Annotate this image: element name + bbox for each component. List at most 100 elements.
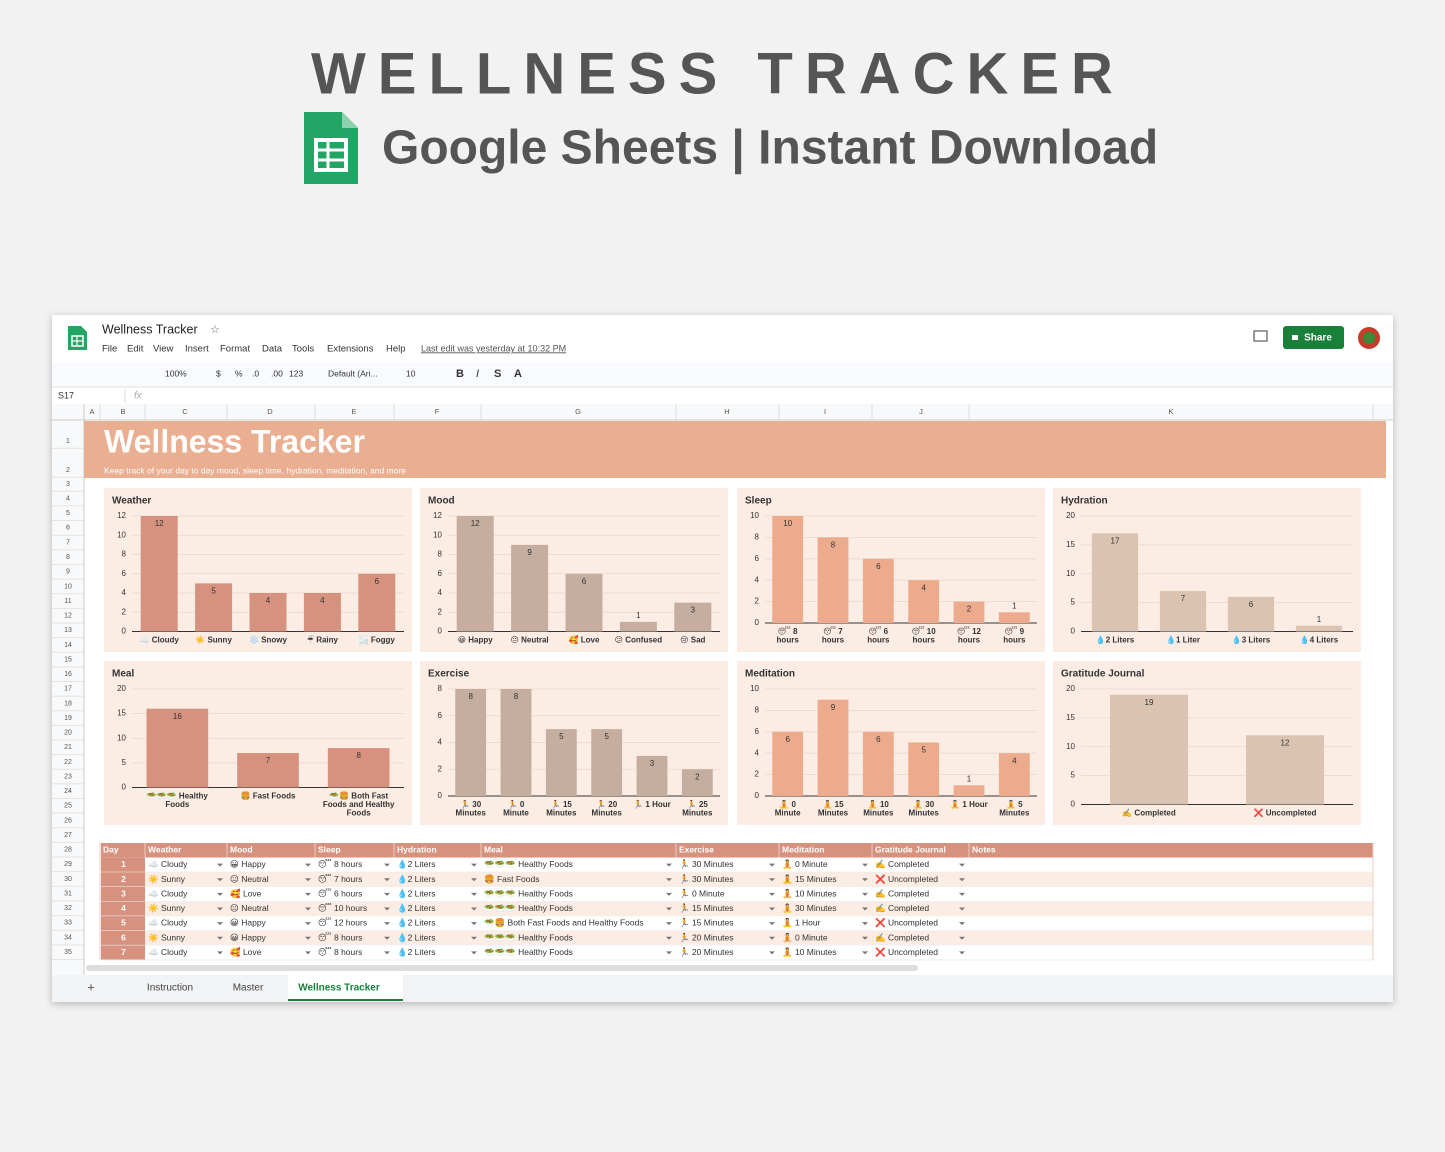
dropdown-arrow[interactable]: [305, 907, 311, 911]
star-icon[interactable]: ☆: [210, 324, 220, 336]
dropdown-arrow[interactable]: [769, 907, 775, 911]
dropdown-arrow[interactable]: [862, 892, 868, 896]
bar: [327, 748, 390, 788]
share-label[interactable]: Share: [1304, 333, 1332, 344]
dropdown-arrow[interactable]: [959, 951, 965, 955]
menu-item[interactable]: Data: [262, 344, 283, 355]
toolbar-item[interactable]: .0: [252, 368, 259, 378]
name-box[interactable]: S17: [58, 390, 74, 400]
dropdown-arrow[interactable]: [666, 907, 672, 911]
dropdown-arrow[interactable]: [217, 936, 223, 940]
dropdown-arrow[interactable]: [305, 878, 311, 882]
sheet-tab[interactable]: Instruction: [147, 983, 193, 994]
dropdown-arrow[interactable]: [862, 907, 868, 911]
dropdown-arrow[interactable]: [769, 951, 775, 955]
chart: Sleep 0 2 4 6 8 10 10 😴 8 hours 8 😴 7 hours 6 😴 6 hours…: [737, 488, 1045, 652]
banner-subtitle: Google Sheets | Instant Download: [382, 122, 1158, 175]
dropdown-arrow[interactable]: [862, 936, 868, 940]
dropdown-arrow[interactable]: [862, 951, 868, 955]
toolbar-item[interactable]: Default (Ari...: [328, 368, 378, 378]
dropdown-arrow[interactable]: [769, 936, 775, 940]
toolbar-item[interactable]: 100%: [165, 368, 187, 378]
dropdown-arrow[interactable]: [217, 922, 223, 926]
menu-item[interactable]: Insert: [185, 344, 209, 355]
dropdown-arrow[interactable]: [305, 922, 311, 926]
dropdown-arrow[interactable]: [769, 878, 775, 882]
dropdown-arrow[interactable]: [217, 892, 223, 896]
dropdown-arrow[interactable]: [384, 907, 390, 911]
dropdown-arrow[interactable]: [666, 892, 672, 896]
y-tick-label: 10: [117, 530, 126, 539]
dropdown-arrow[interactable]: [384, 936, 390, 940]
dropdown-arrow[interactable]: [217, 907, 223, 911]
dropdown-arrow[interactable]: [959, 878, 965, 882]
menu-item[interactable]: Edit: [127, 344, 144, 355]
menu-item[interactable]: Help: [386, 344, 406, 355]
last-edit[interactable]: Last edit was yesterday at 10:32 PM: [421, 343, 566, 353]
x-tick-label: 🏃 20 Minutes: [592, 799, 623, 818]
sheet-tab[interactable]: Master: [233, 983, 264, 994]
menu-item[interactable]: View: [153, 344, 174, 355]
dropdown-arrow[interactable]: [305, 936, 311, 940]
banner-title: WELLNESS TRACKER: [311, 41, 1125, 106]
data-label: 4: [1012, 756, 1017, 765]
dropdown-arrow[interactable]: [305, 951, 311, 955]
dropdown-arrow[interactable]: [217, 878, 223, 882]
dropdown-arrow[interactable]: [384, 892, 390, 896]
active-tab[interactable]: [288, 975, 403, 1002]
dropdown-arrow[interactable]: [666, 922, 672, 926]
dropdown-arrow[interactable]: [666, 878, 672, 882]
toolbar-item[interactable]: B: [456, 368, 464, 380]
toolbar-item[interactable]: %: [235, 368, 243, 378]
share-button[interactable]: [1283, 326, 1344, 349]
dropdown-arrow[interactable]: [959, 892, 965, 896]
toolbar-item[interactable]: 123: [289, 368, 303, 378]
dropdown-arrow[interactable]: [666, 951, 672, 955]
dropdown-arrow[interactable]: [384, 863, 390, 867]
dropdown-arrow[interactable]: [217, 863, 223, 867]
data-label: 2: [967, 605, 972, 614]
bar: [998, 612, 1030, 623]
dropdown-arrow[interactable]: [666, 936, 672, 940]
dropdown-arrow[interactable]: [471, 951, 477, 955]
dropdown-arrow[interactable]: [305, 892, 311, 896]
dropdown-arrow[interactable]: [769, 863, 775, 867]
dropdown-arrow[interactable]: [471, 863, 477, 867]
comment-icon[interactable]: [1253, 330, 1268, 342]
menu-item[interactable]: Tools: [292, 344, 314, 355]
dropdown-arrow[interactable]: [305, 863, 311, 867]
dropdown-arrow[interactable]: [217, 951, 223, 955]
dropdown-arrow[interactable]: [959, 922, 965, 926]
dropdown-arrow[interactable]: [666, 863, 672, 867]
dropdown-arrow[interactable]: [959, 863, 965, 867]
dropdown-arrow[interactable]: [769, 922, 775, 926]
dropdown-arrow[interactable]: [471, 892, 477, 896]
toolbar-item[interactable]: .00: [271, 368, 283, 378]
dropdown-arrow[interactable]: [959, 936, 965, 940]
dropdown-arrow[interactable]: [471, 936, 477, 940]
menu-item[interactable]: Format: [220, 344, 250, 355]
dropdown-arrow[interactable]: [862, 922, 868, 926]
dropdown-arrow[interactable]: [384, 878, 390, 882]
dropdown-arrow[interactable]: [384, 922, 390, 926]
menu-item[interactable]: File: [102, 344, 117, 355]
menu-item[interactable]: Extensions: [327, 344, 374, 355]
row-header-bar: [52, 404, 84, 975]
dropdown-arrow[interactable]: [384, 951, 390, 955]
sheet-tab[interactable]: Wellness Tracker: [298, 983, 380, 994]
dropdown-arrow[interactable]: [471, 878, 477, 882]
dropdown-arrow[interactable]: [959, 907, 965, 911]
toolbar-item[interactable]: $: [216, 368, 221, 378]
add-sheet-button[interactable]: +: [87, 979, 95, 994]
doc-title[interactable]: Wellness Tracker: [102, 322, 198, 336]
toolbar-item[interactable]: 10: [406, 368, 416, 378]
toolbar-item[interactable]: A: [514, 368, 522, 380]
dropdown-arrow[interactable]: [471, 922, 477, 926]
bar: [908, 580, 940, 623]
dropdown-arrow[interactable]: [862, 863, 868, 867]
dropdown-arrow[interactable]: [471, 907, 477, 911]
toolbar-item[interactable]: S: [494, 368, 501, 380]
dropdown-arrow[interactable]: [769, 892, 775, 896]
toolbar-item[interactable]: I: [476, 368, 479, 380]
dropdown-arrow[interactable]: [862, 878, 868, 882]
